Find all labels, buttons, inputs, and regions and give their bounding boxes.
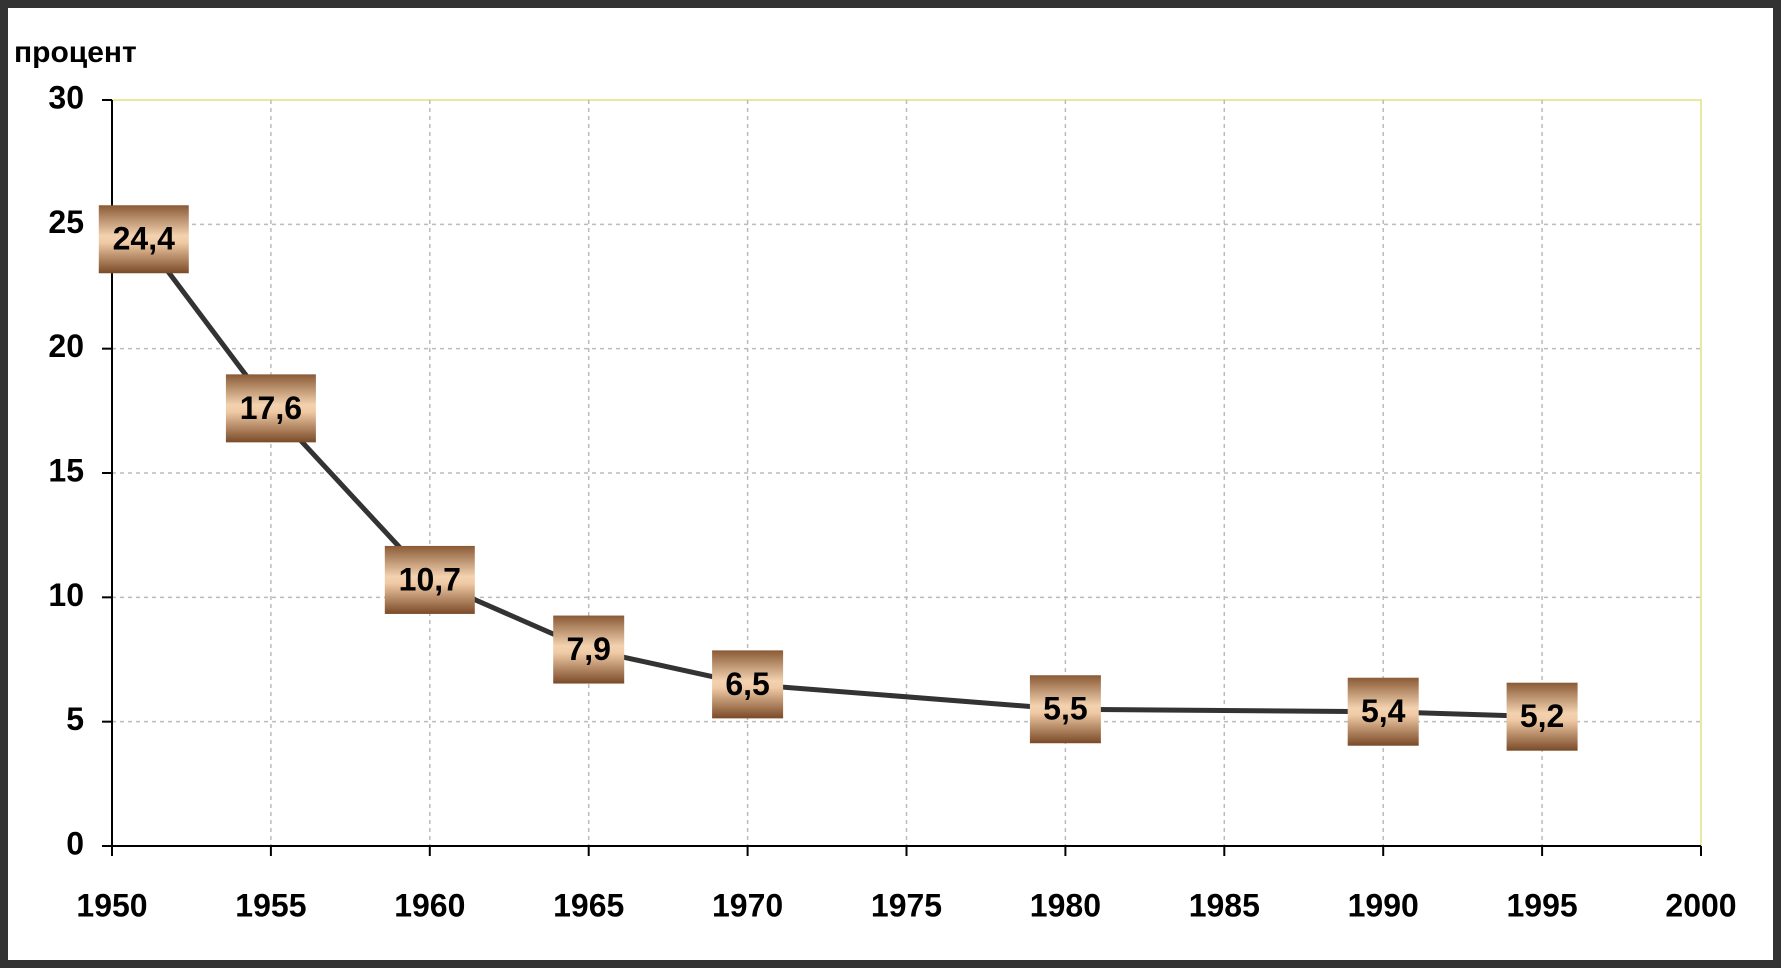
data-label-box <box>98 205 189 274</box>
x-tick-label: 1950 <box>76 887 147 923</box>
y-tick-label: 0 <box>66 825 84 861</box>
data-label-box <box>1506 682 1578 751</box>
data-label-box <box>553 615 625 684</box>
data-label-box <box>712 650 784 719</box>
x-tick-label: 1965 <box>553 887 624 923</box>
x-tick-label: 1955 <box>235 887 306 923</box>
data-label: 7,9 <box>566 631 610 667</box>
y-tick-label: 15 <box>48 452 84 488</box>
x-tick-label: 1995 <box>1507 887 1578 923</box>
y-tick-label: 5 <box>66 701 84 737</box>
y-tick-label: 10 <box>48 577 84 613</box>
data-label-box <box>1347 677 1419 746</box>
x-tick-label: 1970 <box>712 887 783 923</box>
data-label-box <box>1029 675 1101 744</box>
data-label: 6,5 <box>725 666 769 702</box>
data-label: 24,4 <box>113 221 175 257</box>
y-axis-label: процент <box>14 36 137 69</box>
data-label-box <box>225 374 316 443</box>
data-label: 10,7 <box>399 561 461 597</box>
y-tick-label: 20 <box>48 328 84 364</box>
data-label: 17,6 <box>240 390 302 426</box>
x-tick-label: 1980 <box>1030 887 1101 923</box>
data-label: 5,4 <box>1361 693 1406 729</box>
x-tick-label: 1990 <box>1348 887 1419 923</box>
x-tick-label: 1975 <box>871 887 942 923</box>
x-tick-label: 2000 <box>1665 887 1736 923</box>
data-label: 5,2 <box>1520 698 1564 734</box>
x-tick-label: 1985 <box>1189 887 1260 923</box>
y-tick-label: 25 <box>48 204 84 240</box>
data-label-box <box>384 545 475 614</box>
x-tick-label: 1960 <box>394 887 465 923</box>
y-tick-label: 30 <box>48 79 84 115</box>
data-label: 5,5 <box>1043 691 1087 727</box>
